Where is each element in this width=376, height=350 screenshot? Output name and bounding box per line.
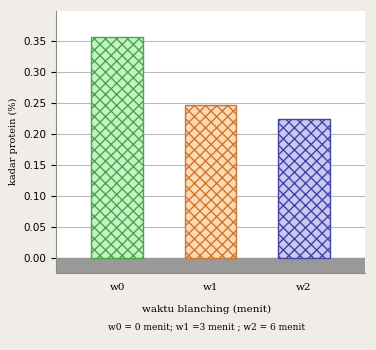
Text: w0 = 0 menit; w1 =3 menit ; w2 = 6 menit: w0 = 0 menit; w1 =3 menit ; w2 = 6 menit [108,322,305,331]
Bar [278,119,330,258]
Y-axis label: kadar protein (%): kadar protein (%) [9,98,18,186]
Bar [56,258,365,273]
Bar [278,258,330,266]
Bar [185,258,236,266]
Bar [91,258,143,266]
Bar [185,105,236,258]
Bar [91,37,143,258]
Text: waktu blanching (menit): waktu blanching (menit) [142,304,271,314]
